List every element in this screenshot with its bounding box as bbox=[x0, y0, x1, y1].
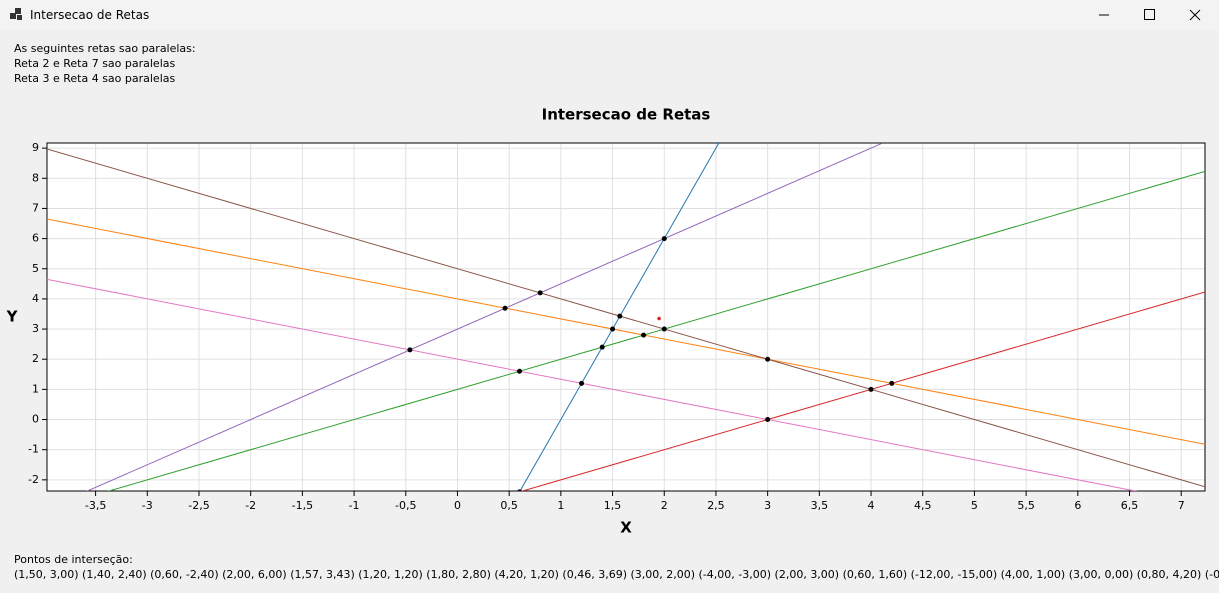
y-tick-label: 7 bbox=[32, 201, 39, 214]
y-tick-label: 5 bbox=[32, 262, 39, 275]
y-tick-label: 3 bbox=[32, 322, 39, 335]
y-tick-label: 0 bbox=[32, 413, 39, 426]
intersection-point bbox=[502, 305, 508, 311]
intersection-point bbox=[517, 489, 522, 491]
x-tick-label: 0,5 bbox=[500, 499, 518, 512]
title-bar: Intersecao de Retas bbox=[0, 0, 1219, 30]
intersection-point bbox=[407, 347, 413, 353]
intersection-point bbox=[765, 417, 771, 423]
intersection-point bbox=[610, 326, 616, 332]
x-tick-label: 6 bbox=[1074, 499, 1081, 512]
x-tick-label: -3,5 bbox=[85, 499, 106, 512]
intersection-point bbox=[868, 386, 874, 392]
plot-area bbox=[47, 143, 1205, 491]
x-tick-label: 3 bbox=[764, 499, 771, 512]
intersection-point bbox=[537, 290, 543, 296]
intersection-point bbox=[889, 380, 895, 386]
x-tick-label: -0,5 bbox=[395, 499, 416, 512]
x-axis-label: X bbox=[620, 519, 632, 537]
intersection-point bbox=[599, 344, 605, 350]
header-line: As seguintes retas sao paralelas: bbox=[14, 42, 196, 55]
x-tick-label: 5 bbox=[971, 499, 978, 512]
line bbox=[47, 148, 1205, 488]
line bbox=[47, 218, 1205, 445]
intersection-point bbox=[579, 380, 585, 386]
chart: -3,5 -3 -2,5 -2 -1,5 -1 -0,5 0 0,5 1 1,5 2 2,5 3 3,5 4 4… bbox=[6, 106, 1206, 537]
intersection-point bbox=[617, 313, 623, 319]
close-button[interactable] bbox=[1172, 0, 1219, 30]
y-tick-label: 1 bbox=[32, 382, 39, 395]
plot-layer bbox=[47, 143, 1205, 491]
window-controls bbox=[1080, 0, 1219, 30]
x-tick-label: -2 bbox=[245, 499, 256, 512]
header-line: Reta 3 e Reta 4 sao paralelas bbox=[14, 72, 176, 85]
x-tick-label: 1,5 bbox=[604, 499, 622, 512]
x-tick-label: -1 bbox=[349, 499, 360, 512]
x-tick-label: 6,5 bbox=[1121, 499, 1139, 512]
x-tick-label: 5,5 bbox=[1017, 499, 1035, 512]
y-axis-label: Y bbox=[6, 308, 19, 326]
intersection-point bbox=[641, 332, 647, 338]
line bbox=[86, 143, 882, 491]
app-icon bbox=[10, 8, 22, 20]
intersection-point bbox=[517, 368, 523, 374]
x-tick-label: 2,5 bbox=[707, 499, 725, 512]
maximize-button[interactable] bbox=[1126, 0, 1172, 30]
header-line: Reta 2 e Reta 7 sao paralelas bbox=[14, 57, 176, 70]
y-tick-label: 6 bbox=[32, 232, 39, 245]
x-tick-label: -2,5 bbox=[188, 499, 209, 512]
y-tick-label: -1 bbox=[28, 443, 39, 456]
line bbox=[47, 278, 1138, 491]
intersection-point bbox=[661, 236, 667, 242]
chart-title: Intersecao de Retas bbox=[542, 106, 711, 124]
window-title: Intersecao de Retas bbox=[30, 8, 150, 22]
x-tick-label: 7 bbox=[1178, 499, 1185, 512]
plot-border bbox=[46, 142, 1206, 492]
footer-label: Pontos de interseção: bbox=[14, 553, 133, 566]
x-tick-label: -1,5 bbox=[292, 499, 313, 512]
minimize-button[interactable] bbox=[1080, 0, 1126, 30]
highlight-point bbox=[657, 316, 661, 321]
footer-text: (1,50, 3,00) (1,40, 2,40) (0,60, -2,40) … bbox=[14, 568, 1219, 581]
x-tick-label: 0 bbox=[454, 499, 461, 512]
x-tick-label: 3,5 bbox=[811, 499, 829, 512]
x-tick-label: -3 bbox=[142, 499, 153, 512]
y-tick-label: 9 bbox=[32, 141, 39, 154]
x-tick-label: 2 bbox=[661, 499, 668, 512]
y-tick-label: 4 bbox=[32, 292, 39, 305]
y-tick-label: 2 bbox=[32, 352, 39, 365]
y-tick-label: 8 bbox=[32, 171, 39, 184]
x-tick-label: 4,5 bbox=[914, 499, 932, 512]
intersection-point bbox=[661, 326, 667, 332]
line bbox=[107, 170, 1205, 491]
intersection-point bbox=[765, 356, 771, 362]
x-tick-label: 1 bbox=[557, 499, 564, 512]
line bbox=[520, 291, 1205, 491]
x-tick-label: 4 bbox=[868, 499, 875, 512]
y-tick-label: -2 bbox=[28, 473, 39, 486]
